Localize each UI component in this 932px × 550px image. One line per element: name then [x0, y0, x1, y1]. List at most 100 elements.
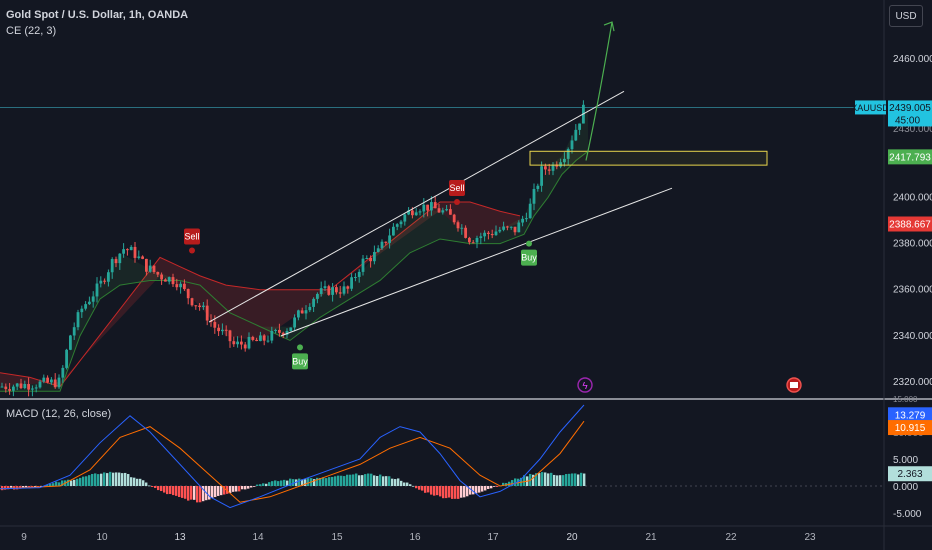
- candle-body: [483, 232, 486, 237]
- candle-body: [403, 214, 407, 222]
- macd-histogram-bar: [67, 479, 70, 486]
- macd-histogram-bar: [109, 471, 112, 486]
- macd-histogram-bar: [22, 486, 25, 488]
- macd-histogram-bar: [427, 486, 430, 493]
- macd-histogram-bar: [532, 474, 535, 486]
- macd-histogram-bar: [538, 473, 541, 486]
- candle-body: [46, 377, 49, 383]
- macd-histogram-bar: [556, 475, 559, 486]
- macd-histogram-bar: [331, 476, 334, 486]
- macd-histogram-bar: [217, 486, 220, 496]
- macd-histogram-bar: [412, 485, 415, 487]
- macd-histogram-bar: [157, 486, 160, 491]
- ce-price-tag: [888, 149, 932, 165]
- macd-axis-tick: -5.000: [893, 509, 922, 520]
- candle-body: [103, 280, 106, 282]
- macd-histogram-bar: [265, 483, 268, 486]
- candle-body: [563, 158, 566, 163]
- candle-body: [441, 210, 445, 213]
- candle-body: [72, 327, 76, 336]
- candle-body: [202, 305, 205, 308]
- time-axis-tick: 17: [487, 532, 499, 543]
- candle-body: [502, 226, 505, 230]
- macd-histogram-bar: [301, 479, 304, 486]
- candle-body: [255, 339, 258, 342]
- macd-histogram-bar: [283, 479, 286, 486]
- indicator-label[interactable]: CE (22, 3): [6, 25, 57, 37]
- ce-price-tag: [888, 216, 932, 232]
- macd-histogram-bar: [130, 477, 133, 486]
- candle-body: [53, 379, 57, 388]
- candle-body: [490, 233, 494, 236]
- macd-histogram-bar: [250, 486, 253, 488]
- macd-histogram-bar: [484, 486, 487, 491]
- macd-histogram-bar: [502, 482, 505, 486]
- ce-price-tag-value: 2388.667: [889, 219, 931, 230]
- macd-histogram-bar: [436, 486, 439, 496]
- candle-body: [34, 387, 38, 389]
- macd-histogram-bar: [346, 474, 349, 486]
- macd-histogram-bar: [106, 473, 109, 486]
- macd-histogram-bar: [562, 475, 565, 486]
- macd-histogram-bar: [478, 486, 481, 493]
- candle-body: [118, 253, 122, 264]
- macd-axis-tick: 5.000: [893, 455, 918, 466]
- candle-body: [88, 301, 91, 305]
- projection-arrowhead: [603, 21, 615, 32]
- currency-button[interactable]: USD: [889, 5, 923, 27]
- time-axis-tick: 10: [96, 532, 108, 543]
- macd-histogram-bar: [328, 477, 331, 486]
- macd-histogram-bar: [256, 484, 259, 486]
- signal-dot: [189, 247, 195, 254]
- macd-histogram-bar: [94, 473, 97, 486]
- macd-label[interactable]: MACD (12, 26, close): [6, 408, 112, 420]
- signal-sell-label-2: Sell: [449, 183, 464, 193]
- candle-body: [304, 310, 308, 314]
- macd-histogram-bar: [10, 486, 13, 488]
- macd-histogram-bar: [277, 481, 280, 486]
- candle-body: [300, 310, 304, 314]
- macd-histogram-bar: [262, 483, 265, 486]
- macd-histogram-bar: [25, 486, 28, 488]
- candle-body: [12, 386, 15, 391]
- candle-body: [198, 305, 201, 308]
- macd-histogram-bar: [142, 480, 145, 486]
- ce-bear-fill: [0, 202, 520, 387]
- macd-histogram-bar: [295, 479, 298, 486]
- macd-histogram-bar: [400, 480, 403, 486]
- macd-histogram-bar: [442, 486, 445, 499]
- candle-body: [388, 235, 391, 243]
- macd-histogram-bar: [403, 482, 406, 486]
- macd-histogram-bar: [439, 486, 442, 497]
- candle-body: [335, 287, 338, 293]
- macd-histogram-bar: [376, 475, 379, 486]
- macd-histogram-bar: [175, 486, 178, 496]
- macd-histogram-bar: [271, 481, 274, 486]
- signal-sell-label-0: Sell: [184, 231, 199, 241]
- macd-histogram-bar: [553, 474, 556, 486]
- macd-histogram-bar: [280, 480, 283, 486]
- macd-histogram-bar: [223, 486, 226, 495]
- candle-body: [312, 298, 315, 307]
- candle-body: [384, 241, 388, 243]
- macd-histogram-bar: [100, 473, 103, 486]
- candle-body: [369, 257, 372, 262]
- macd-histogram-bar: [319, 477, 322, 486]
- candle-body: [342, 286, 346, 294]
- macd-histogram-bar: [523, 475, 526, 486]
- macd-histogram-bar: [367, 473, 370, 486]
- macd-histogram-bar: [487, 486, 490, 490]
- price-axis-tick: 2380.000: [893, 239, 932, 250]
- candle-body: [213, 322, 217, 328]
- ce-price-tag-value: 2417.793: [889, 152, 931, 163]
- price-axis-tick: 2340.000: [893, 331, 932, 342]
- macd-histogram-bar: [391, 478, 394, 486]
- candle-body: [133, 246, 137, 258]
- time-axis-tick: 16: [409, 532, 421, 543]
- macd-histogram-bar: [472, 486, 475, 495]
- macd-histogram-bar: [364, 474, 367, 486]
- macd-histogram-bar: [49, 483, 52, 486]
- candle-body: [430, 202, 433, 211]
- candle-body: [50, 379, 53, 383]
